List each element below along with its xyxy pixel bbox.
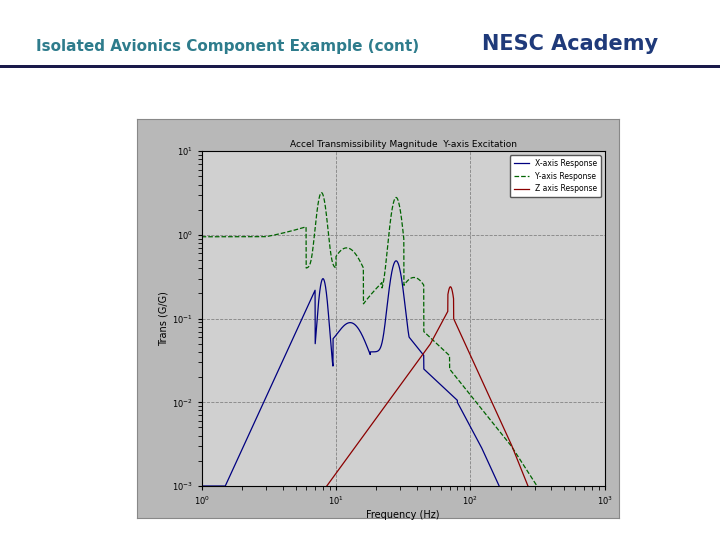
- X-axis Response: [243, 434, 252, 441]
- Title: Accel Transmissibility Magnitude  Y-axis Excitation: Accel Transmissibility Magnitude Y-axis …: [289, 140, 517, 149]
- Y-axis Response: [352, 252, 361, 258]
- X-axis Response: [197, 483, 206, 489]
- Y-axis Response: [549, 509, 558, 515]
- Z axis Response: [352, 442, 361, 449]
- Y-axis Response: [267, 232, 276, 239]
- Z axis Response: [369, 418, 378, 425]
- Y-axis Response: [197, 233, 206, 240]
- Z axis Response: [446, 284, 455, 290]
- Y-axis label: Trans (G/G): Trans (G/G): [159, 291, 168, 346]
- Y-axis Response: [243, 233, 252, 240]
- X-axis Response: [369, 349, 378, 355]
- X-axis Response: [352, 323, 361, 329]
- Line: X-axis Response: X-axis Response: [202, 261, 605, 540]
- Text: Isolated Avionics Component Example (cont): Isolated Avionics Component Example (con…: [36, 39, 419, 54]
- X-axis label: Frequency (Hz): Frequency (Hz): [366, 510, 440, 520]
- Line: Z axis Response: Z axis Response: [202, 287, 605, 540]
- Text: NESC Academy: NESC Academy: [482, 34, 659, 54]
- X-axis Response: [392, 258, 400, 264]
- Y-axis Response: [369, 288, 378, 294]
- X-axis Response: [267, 382, 276, 388]
- Y-axis Response: [318, 190, 326, 196]
- Legend: X-axis Response, Y-axis Response, Z axis Response: X-axis Response, Y-axis Response, Z axis…: [510, 155, 601, 197]
- Line: Y-axis Response: Y-axis Response: [202, 193, 605, 540]
